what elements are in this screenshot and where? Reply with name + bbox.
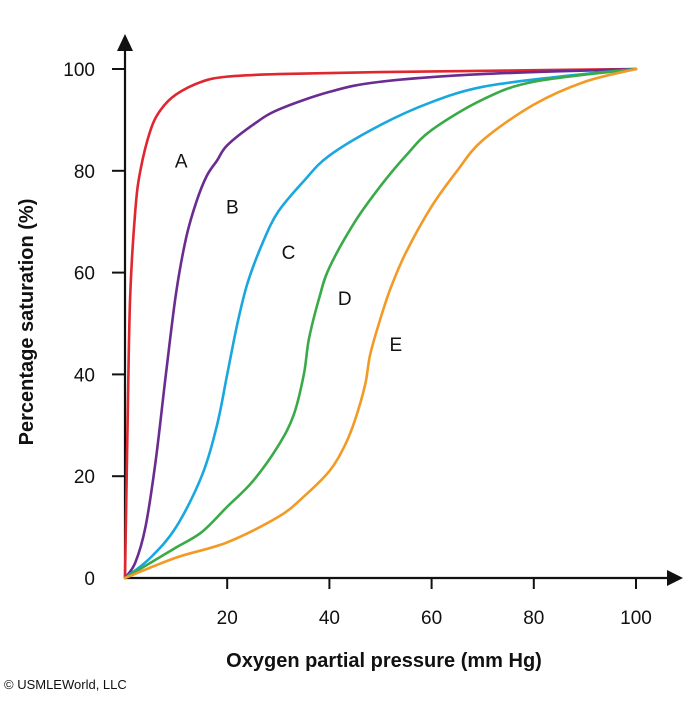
curve-label-e: E <box>389 335 402 356</box>
curve-d <box>123 67 638 580</box>
x-tick-label: 60 <box>421 608 442 629</box>
y-tick-label: 0 <box>84 569 95 590</box>
curve-label-a: A <box>175 152 188 173</box>
y-tick-label: 100 <box>63 60 95 81</box>
curve-label-c: C <box>282 243 296 264</box>
y-axis-label: Percentage saturation (%) <box>16 199 38 446</box>
y-tick-label: 80 <box>74 162 95 183</box>
y-tick-label: 60 <box>74 264 95 285</box>
x-tick-label: 20 <box>217 608 238 629</box>
copyright-text: © USMLEWorld, LLC <box>4 677 127 692</box>
y-tick-label: 40 <box>74 365 95 386</box>
curve-e <box>123 67 638 580</box>
curve-a <box>123 67 638 580</box>
y-axis-arrow <box>117 34 133 51</box>
series-lines <box>123 67 638 580</box>
y-tick-label: 20 <box>74 467 95 488</box>
x-tick-label: 80 <box>523 608 544 629</box>
x-tick-label: 40 <box>319 608 340 629</box>
curve-label-b: B <box>226 197 239 218</box>
curve-c <box>123 67 638 580</box>
x-axis-label: Oxygen partial pressure (mm Hg) <box>226 650 542 672</box>
x-tick-label: 100 <box>620 608 652 629</box>
series-labels: A B C D E <box>175 152 402 356</box>
curve-label-d: D <box>338 289 352 310</box>
axes <box>117 34 683 586</box>
ticks: 20 40 60 80 100 0 20 40 60 80 100 <box>63 60 652 629</box>
curve-b <box>123 67 638 580</box>
x-axis-arrow <box>667 570 683 586</box>
